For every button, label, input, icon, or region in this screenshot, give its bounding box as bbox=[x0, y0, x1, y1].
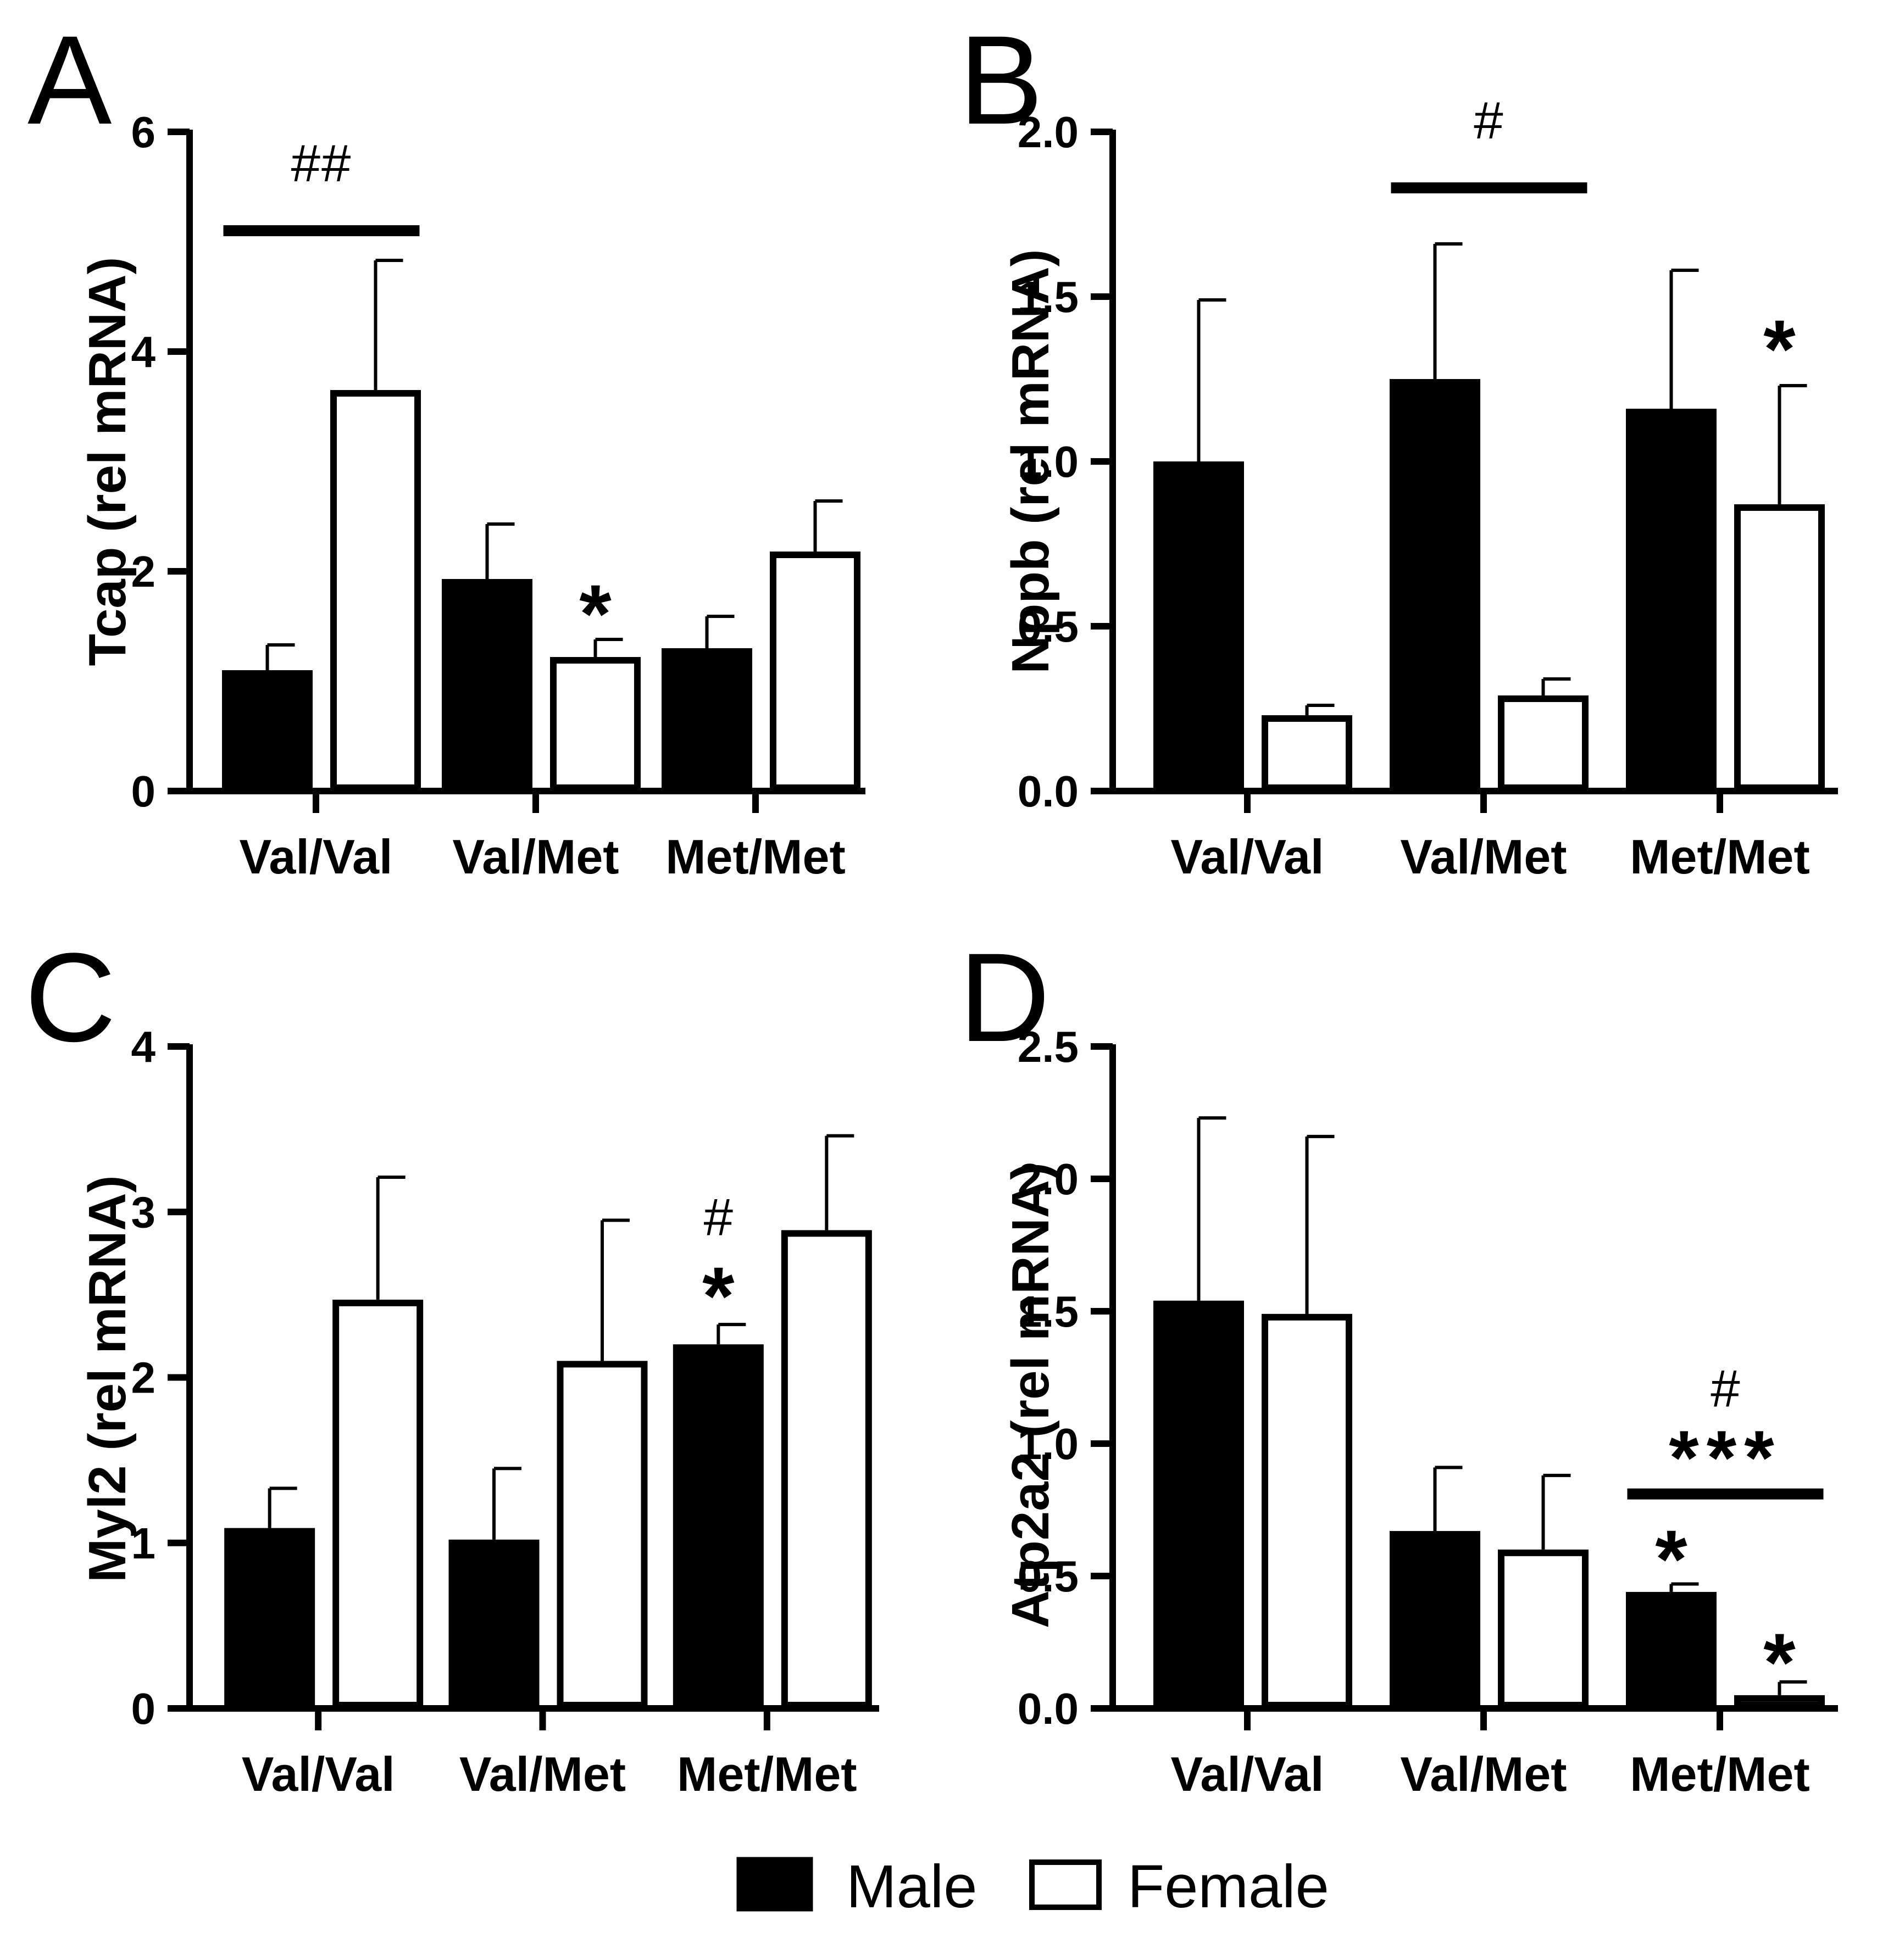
significance-star: * bbox=[579, 567, 612, 660]
panel-c-plot: 0 1 2 3 4 Val/Val Val/Met Met/Met *# bbox=[131, 1022, 879, 1801]
x-tick-label: Val/Val bbox=[1171, 1747, 1324, 1801]
panel-d: D Atp2a2 (rel mRNA) 0.0 0.5 1.0 1.5 2.0 2.5 Va… bbox=[959, 927, 1838, 1801]
male-bar-met-met bbox=[662, 648, 752, 791]
male-bar-val-met bbox=[448, 1539, 540, 1709]
x-tick-label: Val/Val bbox=[242, 1747, 395, 1801]
legend-label-male: Male bbox=[846, 1853, 977, 1920]
panel-a: A Tcap (rel mRNA) 0 2 4 6 Val/Val Val/Met Met/… bbox=[27, 9, 865, 884]
female-bar-val-met bbox=[1498, 1549, 1589, 1709]
female-bar-val-val bbox=[332, 1299, 424, 1709]
female-bar-met-met bbox=[1734, 1695, 1825, 1708]
significance-label: # bbox=[1474, 91, 1504, 150]
panel-d-plot: 0.0 0.5 1.0 1.5 2.0 2.5 Val/Val Val/Met Met/Met *… bbox=[1018, 1022, 1838, 1801]
panel-d-ylabel: Atp2a2 (rel mRNA) bbox=[1001, 1162, 1060, 1628]
x-tick-label: Val/Met bbox=[452, 829, 619, 884]
panel-c: C Myl2 (rel mRNA) 0 1 2 3 4 Val/Val Val/Met Met… bbox=[25, 927, 879, 1801]
panel-c-letter: C bbox=[25, 927, 116, 1068]
male-bar-val-val bbox=[1153, 1300, 1244, 1708]
male-bar-val-met bbox=[1390, 1531, 1480, 1709]
y-tick-label: 1.5 bbox=[1018, 1287, 1079, 1336]
x-tick-label: Met/Met bbox=[1630, 1747, 1810, 1801]
y-tick-label: 1.0 bbox=[1018, 1419, 1079, 1468]
panel-b-plot: 0.0 0.5 1.0 1.5 2.0 Val/Val Val/Met Met/Met # * bbox=[1018, 91, 1838, 884]
significance-hash: # bbox=[1711, 1360, 1740, 1418]
male-bar-met-met bbox=[673, 1344, 764, 1708]
x-tick-label: Val/Met bbox=[1400, 829, 1567, 884]
panel-a-plot: 0 2 4 6 Val/Val Val/Met Met/Met ## * bbox=[131, 108, 865, 884]
x-tick-label: Val/Val bbox=[1171, 829, 1324, 884]
significance-hash: # bbox=[704, 1188, 733, 1246]
y-tick-label: 2.0 bbox=[1018, 1155, 1079, 1204]
legend-swatch-female bbox=[1029, 1859, 1102, 1910]
male-bar-val-val bbox=[222, 670, 313, 791]
y-tick-label: 2 bbox=[131, 1354, 156, 1402]
significance-star: * bbox=[1655, 1513, 1687, 1605]
panel-c-ylabel: Myl2 (rel mRNA) bbox=[78, 1175, 137, 1582]
legend: Male Female bbox=[736, 1853, 1329, 1920]
female-bar-val-met bbox=[1498, 695, 1589, 791]
female-bar-met-met bbox=[781, 1230, 872, 1708]
significance-label: *** bbox=[1669, 1415, 1781, 1501]
y-tick-label: 3 bbox=[131, 1188, 156, 1237]
y-tick-label: 4 bbox=[131, 327, 156, 376]
legend-swatch-male bbox=[736, 1857, 813, 1912]
panel-b-ylabel: Nppb (rel mRNA) bbox=[1001, 249, 1060, 673]
female-bar-val-met bbox=[550, 657, 641, 791]
male-bar-val-val bbox=[1153, 461, 1244, 791]
y-tick-label: 4 bbox=[131, 1022, 156, 1071]
y-tick-label: 2.0 bbox=[1018, 108, 1079, 157]
male-bar-val-val bbox=[224, 1528, 315, 1708]
y-tick-label: 0.0 bbox=[1018, 1684, 1079, 1733]
y-tick-label: 0.5 bbox=[1018, 1552, 1079, 1601]
female-bar-val-val bbox=[1262, 1313, 1352, 1709]
panel-b-letter: B bbox=[959, 9, 1043, 151]
male-bar-met-met bbox=[1626, 409, 1717, 791]
y-tick-label: 1 bbox=[131, 1519, 156, 1568]
significance-label: ## bbox=[291, 134, 352, 193]
y-tick-label: 0 bbox=[131, 767, 156, 816]
y-tick-label: 1.0 bbox=[1018, 437, 1079, 486]
female-bar-val-val bbox=[330, 390, 421, 791]
y-tick-label: 0.5 bbox=[1018, 602, 1079, 651]
x-tick-label: Met/Met bbox=[677, 1747, 857, 1801]
panel-a-letter: A bbox=[27, 9, 112, 151]
x-tick-label: Met/Met bbox=[1630, 829, 1810, 884]
x-tick-label: Val/Val bbox=[240, 829, 393, 884]
panel-d-letter: D bbox=[959, 927, 1050, 1068]
y-tick-label: 2.5 bbox=[1018, 1022, 1079, 1071]
legend-label-female: Female bbox=[1128, 1853, 1329, 1920]
significance-star: * bbox=[702, 1250, 735, 1342]
female-bar-val-met bbox=[557, 1361, 648, 1708]
x-tick-label: Met/Met bbox=[665, 829, 846, 884]
significance-star: * bbox=[1763, 303, 1796, 395]
y-tick-label: 0 bbox=[131, 1684, 156, 1733]
male-bar-val-met bbox=[442, 579, 532, 791]
female-bar-val-val bbox=[1262, 715, 1352, 791]
female-bar-met-met bbox=[1734, 504, 1825, 791]
male-bar-val-met bbox=[1390, 379, 1480, 791]
female-bar-met-met bbox=[770, 552, 860, 791]
panel-a-ylabel: Tcap (rel mRNA) bbox=[78, 257, 137, 666]
y-tick-label: 6 bbox=[131, 108, 156, 157]
significance-star: * bbox=[1763, 1616, 1796, 1708]
x-tick-label: Val/Met bbox=[1400, 1747, 1567, 1801]
y-tick-label: 1.5 bbox=[1018, 272, 1079, 321]
y-tick-label: 0.0 bbox=[1018, 767, 1079, 816]
x-tick-label: Val/Met bbox=[459, 1747, 626, 1801]
panel-b: B Nppb (rel mRNA) 0.0 0.5 1.0 1.5 2.0 Val/Val… bbox=[959, 9, 1838, 884]
y-tick-label: 2 bbox=[131, 547, 156, 596]
male-bar-met-met bbox=[1626, 1591, 1717, 1708]
